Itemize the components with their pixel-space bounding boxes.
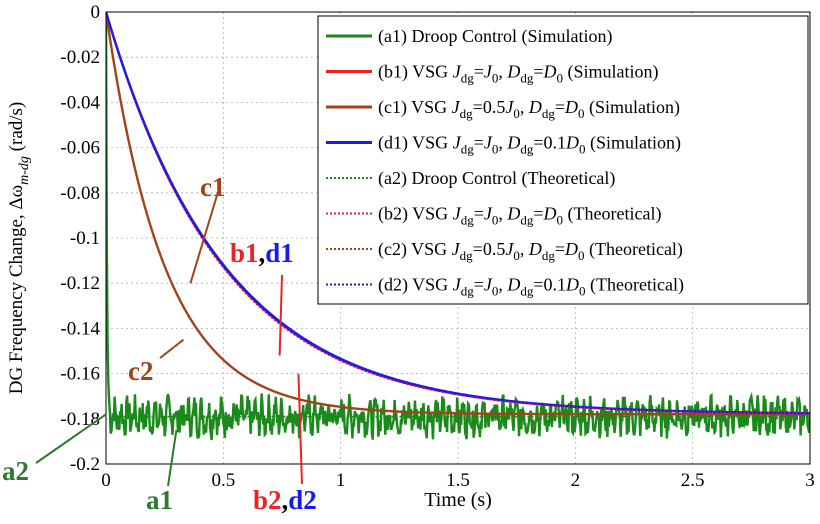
legend-entry: (b1) VSG Jdg=J0, Ddg=D0 (Simulation) bbox=[378, 62, 659, 86]
series-line-d1 bbox=[106, 12, 810, 415]
legend-entry: (d1) VSG Jdg=J0, Ddg=0.1D0 (Simulation) bbox=[378, 133, 681, 157]
series-line-a2 bbox=[106, 12, 810, 418]
annotation-label: a1 bbox=[146, 485, 173, 515]
annotation-label: c1 bbox=[200, 172, 225, 202]
annotation-pointer bbox=[189, 191, 219, 284]
y-tick-label: -0.16 bbox=[60, 364, 100, 385]
x-tick-label: 3 bbox=[805, 470, 815, 491]
x-axis-label: Time (s) bbox=[424, 489, 492, 511]
x-tick-label: 2.5 bbox=[681, 470, 705, 491]
annotation-pointer bbox=[297, 373, 303, 485]
annotation-label: b1,d1 bbox=[230, 238, 294, 268]
y-tick-label: -0.12 bbox=[60, 273, 100, 294]
legend-entry: (a1) Droop Control (Simulation) bbox=[378, 26, 612, 47]
legend-box bbox=[317, 15, 809, 305]
x-tick-label: 0.5 bbox=[211, 470, 235, 491]
legend-entry: (b2) VSG Jdg=J0, Ddg=D0 (Theoretical) bbox=[378, 204, 661, 228]
annotation-pointer bbox=[167, 429, 178, 487]
y-tick-label: -0.08 bbox=[60, 183, 100, 204]
svg-text:DG Frequency Change, Δωm-dg (r: DG Frequency Change, Δωm-dg (rad/s) bbox=[6, 102, 32, 395]
tick-labels: 0 0.5 1 1.5 2 2.5 3 0 -0.02 -0.04 -0.06 -0.08 -0.1 -0… bbox=[60, 2, 814, 491]
annotation-label: b2,d2 bbox=[253, 485, 317, 515]
legend-entry: (a2) Droop Control (Theoretical) bbox=[378, 168, 615, 189]
annotation-pointer bbox=[35, 413, 107, 464]
y-tick-label: 0 bbox=[91, 2, 101, 23]
y-label-main: DG Frequency Change, Δω bbox=[6, 185, 27, 394]
y-tick-label: -0.14 bbox=[60, 318, 100, 339]
legend-entry: (d2) VSG Jdg=J0, Ddg=0.1D0 (Theoretical) bbox=[378, 275, 684, 299]
legend: (a1) Droop Control (Simulation) (b1) VSG … bbox=[317, 15, 809, 305]
x-tick-label: 1.5 bbox=[446, 470, 470, 491]
y-label-unit: (rad/s) bbox=[6, 102, 27, 156]
legend-entry: (c2) VSG Jdg=0.5J0, Ddg=D0 (Theoretical) bbox=[378, 239, 683, 263]
legend-entry: (c1) VSG Jdg=0.5J0, Ddg=D0 (Simulation) bbox=[378, 97, 680, 121]
y-tick-label: -0.1 bbox=[70, 228, 100, 249]
series-line-b2 bbox=[106, 12, 810, 415]
y-axis-label: DG Frequency Change, Δωm-dg (rad/s) bbox=[6, 102, 32, 395]
y-tick-label: -0.02 bbox=[60, 47, 100, 68]
annotations: c1 c2 b1,d1 b2,d2 a1 a2 bbox=[2, 172, 317, 515]
y-tick-label: -0.06 bbox=[60, 138, 100, 159]
annotation-label: a2 bbox=[2, 456, 29, 486]
y-tick-label: -0.2 bbox=[70, 454, 100, 475]
x-tick-label: 2 bbox=[571, 470, 581, 491]
plot-frame bbox=[105, 11, 811, 465]
y-tick-label: -0.18 bbox=[60, 409, 100, 430]
x-tick-label: 1 bbox=[336, 470, 346, 491]
annotation-pointer bbox=[278, 274, 283, 356]
y-label-sub: m-dg bbox=[17, 156, 32, 185]
x-tick-label: 0 bbox=[101, 470, 111, 491]
y-tick-label: -0.04 bbox=[60, 92, 100, 113]
series-line-c2 bbox=[106, 12, 810, 416]
series-group bbox=[106, 12, 810, 441]
annotation-pointer bbox=[159, 338, 185, 359]
annotation-label: c2 bbox=[128, 356, 153, 386]
